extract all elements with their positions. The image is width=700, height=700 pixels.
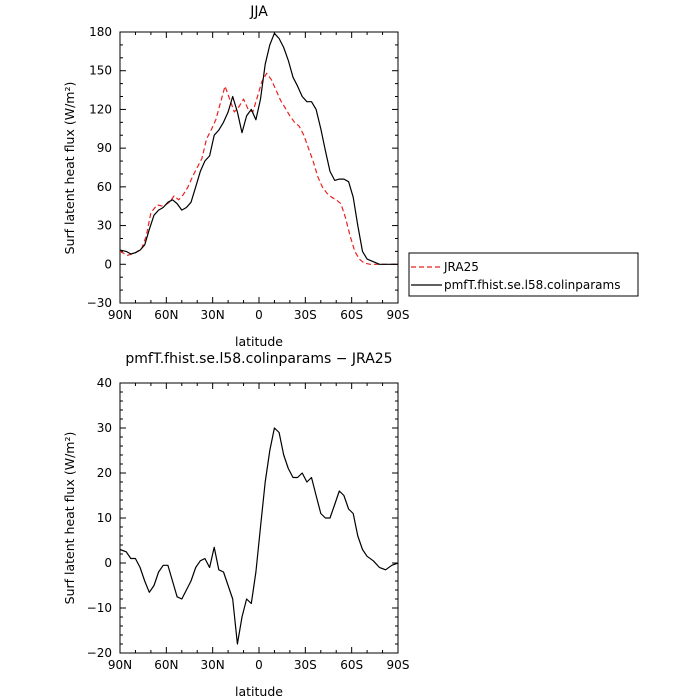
- top-series-line-dashed: [119, 72, 398, 265]
- x-tick-label: 60N: [154, 658, 178, 672]
- x-tick-label: 30S: [294, 308, 317, 322]
- x-tick-label: 30N: [201, 658, 225, 672]
- top-x-axis-label: latitude: [235, 334, 283, 349]
- x-tick-label: 90N: [108, 308, 132, 322]
- top-chart-panel: JJA 90N 60N 30N 0 30S 60S 90S −30 0 30 60 90 120 150 1…: [62, 4, 409, 349]
- top-axis-ticks: [119, 31, 399, 304]
- bottom-series-line-solid: [119, 427, 399, 645]
- bottom-axis-ticks: [119, 382, 399, 654]
- x-tick-label: 0: [255, 308, 263, 322]
- y-tick-label: 10: [97, 511, 112, 525]
- bottom-plot-frame: [119, 382, 399, 654]
- x-tick-label: 90S: [387, 308, 410, 322]
- y-tick-label: 20: [97, 466, 112, 480]
- y-tick-label: 90: [97, 141, 112, 155]
- y-tick-label: 30: [97, 421, 112, 435]
- bottom-x-axis-label: latitude: [235, 684, 283, 699]
- x-tick-label: 0: [255, 658, 263, 672]
- x-tick-label: 90N: [108, 658, 132, 672]
- legend-label-model: pmfT.fhist.se.l58.colinparams: [444, 278, 620, 292]
- bottom-y-axis-label: Surf latent heat flux (W/m²): [62, 432, 77, 605]
- top-y-axis-label: Surf latent heat flux (W/m²): [62, 82, 77, 255]
- x-tick-label: 60S: [340, 658, 363, 672]
- y-tick-label: 120: [89, 102, 112, 116]
- x-tick-label: 60N: [154, 308, 178, 322]
- y-tick-label: −10: [87, 601, 112, 615]
- x-tick-label: 60S: [340, 308, 363, 322]
- y-tick-label: 60: [97, 180, 112, 194]
- bottom-chart-title: pmfT.fhist.se.l58.colinparams − JRA25: [125, 351, 392, 367]
- top-series-line-solid: [119, 32, 398, 265]
- x-tick-label: 90S: [387, 658, 410, 672]
- y-tick-label: 30: [97, 219, 112, 233]
- top-series-lines: [119, 32, 398, 265]
- legend-box: [408, 252, 639, 297]
- top-chart-title: JJA: [249, 4, 268, 20]
- top-plot-frame: [119, 31, 399, 304]
- bottom-chart-panel: pmfT.fhist.se.l58.colinparams − JRA25 90…: [62, 351, 409, 699]
- y-tick-label: −20: [87, 646, 112, 660]
- bottom-tick-labels: 90N 60N 30N 0 30S 60S 90S −20 −10 0 10 20 30 40: [87, 376, 410, 672]
- y-tick-label: −30: [87, 296, 112, 310]
- y-tick-label: 0: [104, 257, 112, 271]
- bottom-series-lines: [119, 427, 399, 645]
- y-tick-label: 40: [97, 376, 112, 390]
- legend-label-jra25: JRA25: [443, 260, 479, 274]
- x-tick-label: 30S: [294, 658, 317, 672]
- y-tick-label: 150: [89, 64, 112, 78]
- y-tick-label: 0: [104, 556, 112, 570]
- top-tick-labels: 90N 60N 30N 0 30S 60S 90S −30 0 30 60 90 120 150 180: [87, 25, 410, 322]
- y-tick-label: 180: [89, 25, 112, 39]
- legend: JRA25 pmfT.fhist.se.l58.colinparams: [408, 252, 639, 297]
- x-tick-label: 30N: [201, 308, 225, 322]
